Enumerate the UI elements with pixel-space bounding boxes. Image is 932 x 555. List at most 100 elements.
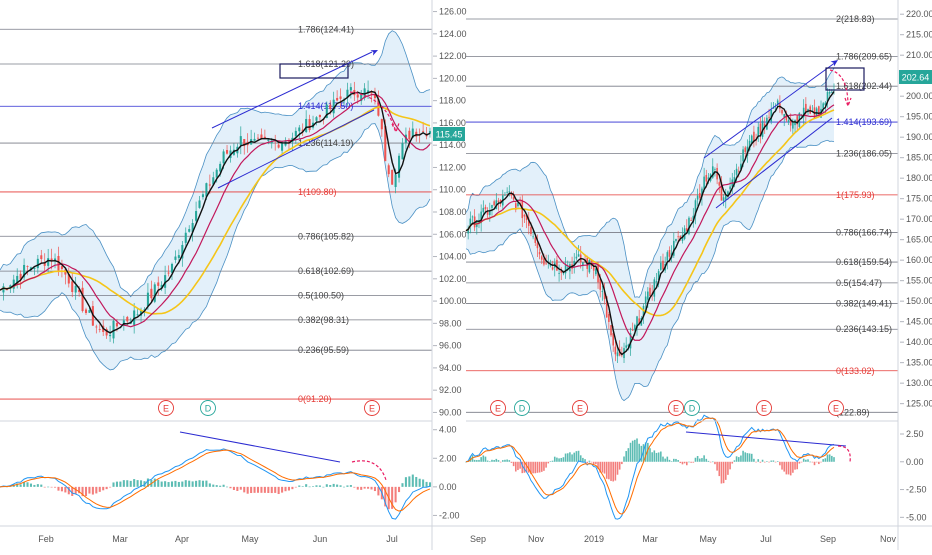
- candle-body: [800, 115, 803, 117]
- y-tick-label: 180.00: [906, 173, 932, 183]
- candle-body: [512, 197, 515, 200]
- macd-histogram-bar: [523, 461, 526, 473]
- macd-histogram-bar: [404, 477, 407, 487]
- candle-body: [694, 200, 697, 216]
- candle-body: [408, 130, 411, 140]
- candle-body: [614, 346, 617, 355]
- right-price-axis[interactable]: 220.00215.00210.00205.00200.00195.00190.…: [900, 9, 932, 409]
- macd-histogram-bar: [349, 485, 352, 487]
- macd-histogram-bar: [714, 461, 716, 465]
- left-price-axis[interactable]: 126.00 124.00 122.00 120.00 118.00 116.00 114.…: [433, 7, 467, 418]
- macd-histogram-bar: [195, 480, 198, 487]
- macd-histogram-bar: [776, 461, 779, 462]
- macd-histogram-bar: [84, 486, 88, 497]
- fib-level-label: 0.382(149.41): [836, 299, 892, 309]
- ma-mid-line: [0, 93, 431, 328]
- macd-histogram-bar: [336, 484, 339, 487]
- candle-body: [226, 150, 229, 154]
- macd-histogram-bar: [281, 486, 284, 493]
- candle-body: [67, 274, 70, 284]
- right-time-axis[interactable]: Sep Nov 2019 Mar May Jul Sep Nov: [470, 534, 897, 544]
- macd-histogram-bar: [291, 486, 294, 490]
- macd-projection-arrow: [837, 445, 851, 463]
- macd-histogram-bar: [363, 486, 366, 489]
- candle-body: [610, 325, 612, 336]
- macd-histogram-bar: [690, 461, 692, 463]
- candle-body: [660, 262, 662, 270]
- fib-level-label: 0.786(105.82): [298, 231, 354, 241]
- fib-level-label: 0.618(159.54): [836, 257, 892, 267]
- macd-histogram-bar: [360, 486, 363, 490]
- macd-histogram-bar: [105, 486, 108, 490]
- y-tick-label: 120.00: [439, 73, 467, 83]
- macd-histogram-bar: [219, 485, 222, 487]
- macd-histogram-bar: [750, 453, 753, 462]
- candle-body: [153, 284, 156, 302]
- candle-body: [573, 260, 576, 266]
- left-macd-axis[interactable]: 4.00 2.00 0.00 -2.00: [433, 425, 460, 521]
- macd-histogram-bar: [805, 459, 807, 462]
- bollinger-band: [0, 30, 431, 371]
- ma-fast-line: [465, 91, 835, 356]
- candle-body: [534, 237, 537, 243]
- y-tick-label: 92.00: [439, 385, 462, 395]
- macd-histogram-bar: [800, 461, 803, 463]
- fib-level-label: 0.382(98.31): [298, 315, 349, 325]
- macd-histogram-bar: [491, 459, 493, 462]
- y-tick-label: 122.00: [439, 51, 467, 61]
- macd-histogram-bar: [119, 481, 122, 487]
- macd-line: [465, 414, 835, 520]
- macd-histogram-bar: [115, 481, 118, 487]
- candle-body: [112, 320, 115, 339]
- macd-histogram-bar: [57, 486, 60, 491]
- y-tick-label: 210.00: [906, 50, 932, 60]
- candle-body: [627, 344, 630, 347]
- macd-histogram-bar: [133, 479, 136, 487]
- right-chart-panel[interactable]: 2(218.83)1.786(209.65)1.618(202.44)1.414…: [465, 14, 898, 520]
- y-tick-label: 116.00: [439, 118, 466, 128]
- macd-panel: [465, 414, 851, 520]
- x-tick-label: Nov: [880, 534, 897, 544]
- right-macd-axis[interactable]: 2.50 0.00 -2.50 -5.00: [900, 429, 927, 522]
- candle-body: [253, 138, 256, 141]
- y-tick-label: 200.00: [906, 91, 932, 101]
- macd-histogram-bar: [232, 486, 235, 490]
- x-tick-label: Nov: [528, 534, 545, 544]
- macd-histogram-bar: [322, 486, 325, 488]
- dividend-marker: [514, 400, 530, 416]
- candle-body: [157, 282, 160, 286]
- candle-body: [558, 272, 560, 274]
- macd-histogram-bar: [551, 460, 554, 462]
- macd-histogram-bar: [226, 486, 229, 488]
- macd-divergence-line: [685, 431, 847, 447]
- candle-body: [549, 265, 552, 267]
- fib-level-label: 0(133.02): [836, 366, 875, 376]
- macd-histogram-bar: [284, 486, 287, 492]
- ma-fast-line: [0, 90, 431, 334]
- bollinger-lower-line: [0, 123, 431, 371]
- macd-histogram-bar: [260, 486, 263, 493]
- candle-body: [140, 309, 143, 316]
- candle-body: [727, 191, 729, 196]
- candle-body: [686, 228, 688, 232]
- macd-histogram-bar: [294, 486, 297, 488]
- event-marker-label: D: [205, 404, 212, 414]
- macd-histogram-bar: [411, 474, 414, 487]
- macd-histogram-bar: [668, 459, 671, 462]
- macd-histogram-bar: [482, 455, 485, 462]
- macd-histogram-bar: [512, 461, 515, 467]
- earnings-marker: [756, 400, 772, 416]
- candle-body: [98, 329, 101, 330]
- macd-histogram-bar: [78, 486, 81, 494]
- macd-histogram-bar: [514, 461, 517, 472]
- left-time-axis[interactable]: Feb Mar Apr May Jun Jul: [38, 534, 398, 544]
- macd-histogram-bar: [191, 481, 194, 487]
- macd-histogram-bar: [549, 461, 552, 462]
- macd-histogram-bar: [29, 483, 32, 487]
- macd-histogram-bar: [157, 479, 160, 487]
- candle-body: [57, 256, 60, 271]
- macd-histogram-bar: [634, 439, 636, 462]
- candle-body: [662, 260, 664, 270]
- left-chart-panel[interactable]: 1.786(124.41)1.618(121.29)1.414(117.50)1…: [0, 24, 432, 520]
- candle-body: [373, 95, 376, 99]
